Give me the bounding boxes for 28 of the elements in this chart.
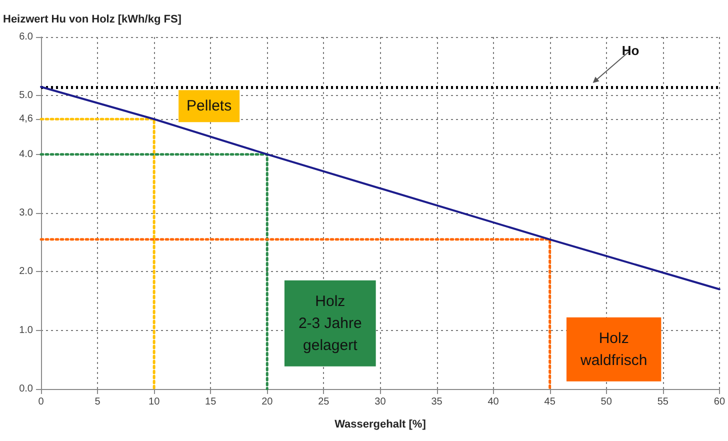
x-tick-label: 15: [205, 396, 217, 408]
annotation: Ho: [622, 42, 640, 58]
y-tick-label: 0.0: [19, 384, 34, 394]
y-tick-label: 6.0: [19, 32, 34, 42]
x-tick-label: 20: [262, 396, 274, 408]
x-tick-label: 40: [488, 396, 500, 408]
x-tick-label: 10: [148, 396, 160, 408]
x-tick-label: 60: [714, 396, 726, 408]
y-tick-label: 1.0: [19, 324, 34, 336]
x-tick-label: 30: [374, 396, 386, 408]
x-tick-label: 5: [94, 396, 101, 408]
y-tick-label: 5.0: [19, 90, 34, 102]
text: Holz waldfrisch: [579, 330, 648, 369]
x-tick-label: 0: [38, 396, 44, 408]
x-tick-label: 25: [318, 396, 330, 408]
text: Pellets: [186, 98, 232, 115]
y-tick-label: 2.0: [19, 266, 34, 278]
y-tick-label: 3.0: [19, 208, 34, 218]
x-tick-label: 50: [600, 396, 612, 408]
x-tick-label: 45: [544, 396, 556, 408]
text: Holz 2-3 Jahre gelagert: [298, 292, 362, 354]
line-series: [40, 86, 720, 290]
y-tick-label: 4,6: [19, 114, 34, 125]
y-tick-label: 4.0: [19, 148, 34, 160]
y-axis-title: Heizwert Hu von Holz [kWh/kg FS]: [3, 14, 182, 26]
x-tick-label: 55: [657, 396, 669, 408]
x-tick-label: 35: [431, 396, 443, 408]
x-axis-title: Wassergehalt [%]: [334, 418, 426, 430]
